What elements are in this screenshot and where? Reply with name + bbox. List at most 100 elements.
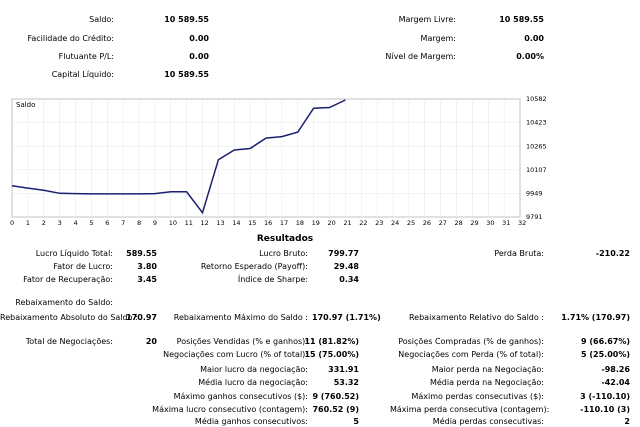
pos-vendidas-label: Posições Vendidas (% e ganhos): <box>176 337 308 346</box>
margem-livre-label: Margem Livre: <box>398 15 456 24</box>
y-tick-label: 9949 <box>526 189 543 197</box>
flutuante-label: Flutuante P/L: <box>58 52 114 61</box>
y-tick-label: 10423 <box>526 119 547 127</box>
balance-series-line <box>11 99 346 215</box>
media-lucro-value: 53.32 <box>333 378 359 387</box>
x-tick-label: 3 <box>58 219 62 227</box>
chart-title: Saldo <box>16 101 35 109</box>
x-tick-label: 4 <box>74 219 78 227</box>
x-tick-label: 24 <box>391 219 399 227</box>
saldo-label: Saldo: <box>89 15 114 24</box>
x-tick-label: 9 <box>153 219 157 227</box>
total-neg-value: 20 <box>145 337 157 346</box>
x-tick-label: 0 <box>10 219 14 227</box>
lucro-bruto-label: Lucro Bruto: <box>259 249 308 258</box>
x-tick-label: 10 <box>169 219 177 227</box>
x-tick-label: 8 <box>137 219 141 227</box>
x-tick-label: 23 <box>375 219 383 227</box>
total-neg-label: Total de Negociações: <box>25 337 113 346</box>
fator-lucro-label: Fator de Lucro: <box>53 262 113 271</box>
lucro-liquido-value: 589.55 <box>126 249 157 258</box>
max-perdas-label: Máximo perdas consecutivas ($): <box>411 392 545 401</box>
pos-compradas-label: Posições Compradas (% de ganhos): <box>398 337 544 346</box>
x-tick-label: 5 <box>89 219 93 227</box>
nivel-margem-value: 0.00% <box>516 52 544 61</box>
x-tick-label: 19 <box>312 219 320 227</box>
max-lucro-cons-label: Máxima lucro consecutivo (contagem): <box>152 405 308 414</box>
x-tick-label: 14 <box>232 219 240 227</box>
reb-abs-value: 170.97 <box>126 313 157 322</box>
max-ganhos-value: 9 (760.52) <box>312 392 359 401</box>
x-tick-label: 25 <box>407 219 415 227</box>
media-perda-label: Média perda na Negociação: <box>429 378 544 387</box>
saldo-value: 10 589.55 <box>164 15 209 24</box>
x-tick-label: 30 <box>486 219 494 227</box>
maior-perda-value: -98.26 <box>601 365 630 374</box>
margem-livre-value: 10 589.55 <box>499 15 544 24</box>
capital-value: 10 589.55 <box>164 70 209 79</box>
reb-abs-label: Rebaixamento Absoluto do Saldo : <box>0 313 138 322</box>
sharpe-value: 0.34 <box>339 275 359 284</box>
fator-recuperacao-value: 3.45 <box>137 275 157 284</box>
capital-label: Capital Líquido: <box>51 70 114 79</box>
x-tick-label: 7 <box>121 219 125 227</box>
x-tick-label: 12 <box>201 219 209 227</box>
lucro-liquido-label: Lucro Líquido Total: <box>35 249 113 258</box>
neg-perda-label: Negociações com Perda (% of total): <box>398 350 544 359</box>
maior-lucro-label: Maior lucro da negociação: <box>200 365 308 374</box>
media-perdas-value: 2 <box>624 417 630 426</box>
pos-vendidas-value: 11 (81.82%) <box>304 337 359 346</box>
y-tick-label: 9791 <box>526 213 543 221</box>
x-tick-label: 15 <box>248 219 256 227</box>
perda-bruta-label: Perda Bruta: <box>494 249 544 258</box>
x-tick-label: 22 <box>359 219 367 227</box>
x-tick-label: 11 <box>185 219 193 227</box>
fator-recuperacao-label: Fator de Recuperação: <box>23 275 113 284</box>
max-perda-cons-label: Máxima perda consecutiva (contagem): <box>390 405 550 414</box>
margem-value: 0.00 <box>524 34 544 43</box>
neg-lucro-value: 15 (75.00%) <box>304 350 359 359</box>
reb-max-label: Rebaixamento Máximo do Saldo : <box>173 313 308 322</box>
credito-label: Facilidade do Crédito: <box>27 34 114 43</box>
maior-perda-label: Maior perda na Negociação: <box>431 365 544 374</box>
media-ganhos-label: Média ganhos consecutivos: <box>194 417 308 426</box>
y-tick-label: 10107 <box>526 166 547 174</box>
sharpe-label: Índice de Sharpe: <box>237 275 308 284</box>
fator-lucro-value: 3.80 <box>137 262 157 271</box>
max-perdas-value: 3 (-110.10) <box>580 392 630 401</box>
perda-bruta-value: -210.22 <box>595 249 630 258</box>
y-tick-label: 10582 <box>526 95 547 103</box>
neg-perda-value: 5 (25.00%) <box>581 350 630 359</box>
x-tick-label: 28 <box>455 219 463 227</box>
y-tick-label: 10265 <box>526 142 547 150</box>
retorno-value: 29.48 <box>333 262 359 271</box>
x-tick-label: 29 <box>470 219 478 227</box>
pos-compradas-value: 9 (66.67%) <box>581 337 630 346</box>
media-lucro-label: Média lucro da negociação: <box>198 378 308 387</box>
media-ganhos-value: 5 <box>353 417 359 426</box>
reb-rel-value: 1.71% (170.97) <box>561 313 630 322</box>
x-tick-label: 16 <box>264 219 272 227</box>
x-tick-label: 1 <box>26 219 30 227</box>
x-tick-label: 27 <box>439 219 447 227</box>
x-tick-label: 13 <box>216 219 224 227</box>
results-title: Resultados <box>256 234 314 244</box>
flutuante-value: 0.00 <box>189 52 209 61</box>
x-tick-label: 32 <box>518 219 526 227</box>
x-tick-label: 17 <box>280 219 288 227</box>
margem-label: Margem: <box>420 34 456 43</box>
reb-rel-label: Rebaixamento Relativo do Saldo : <box>408 313 544 322</box>
x-tick-label: 31 <box>502 219 510 227</box>
rebaixamento-label: Rebaixamento do Saldo: <box>15 298 113 307</box>
credito-value: 0.00 <box>189 34 209 43</box>
max-ganhos-label: Máximo ganhos consecutivos ($): <box>173 392 308 401</box>
x-tick-label: 20 <box>328 219 336 227</box>
retorno-label: Retorno Esperado (Payoff): <box>200 262 308 271</box>
nivel-margem-label: Nível de Margem: <box>385 52 456 61</box>
x-tick-label: 2 <box>42 219 46 227</box>
media-perdas-label: Média perdas consecutivas: <box>432 417 544 426</box>
x-tick-label: 26 <box>423 219 431 227</box>
lucro-bruto-value: 799.77 <box>328 249 359 258</box>
maior-lucro-value: 331.91 <box>328 365 359 374</box>
